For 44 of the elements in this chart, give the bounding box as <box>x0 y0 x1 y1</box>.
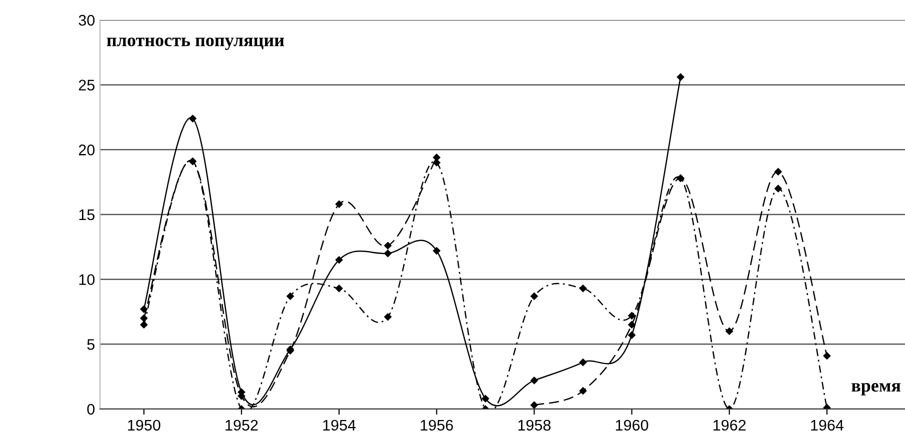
x-tick-label: 1958 <box>518 420 551 431</box>
y-tick-label: 25 <box>78 80 94 91</box>
point <box>482 394 490 402</box>
point <box>676 73 684 81</box>
point <box>579 387 587 394</box>
x-tick-label: 1964 <box>811 420 844 431</box>
y-axis-title: плотность популяции <box>106 38 284 50</box>
point <box>384 250 392 258</box>
point <box>774 168 782 176</box>
point <box>335 200 343 208</box>
y-tick-label: 30 <box>78 14 95 26</box>
x-tick-label: 1952 <box>226 420 258 431</box>
y-tick-label: 20 <box>78 144 95 156</box>
point <box>530 401 538 409</box>
point <box>579 284 587 292</box>
point <box>628 321 636 328</box>
point <box>140 321 148 328</box>
point <box>286 292 294 300</box>
x-tick-label: 1950 <box>128 420 160 431</box>
point <box>726 328 734 335</box>
x-tick-label: 1962 <box>714 420 746 431</box>
point <box>384 242 392 250</box>
point <box>335 284 343 292</box>
y-tick-label: 5 <box>87 339 94 350</box>
y-tick-label: 10 <box>79 274 95 286</box>
point <box>335 256 343 264</box>
point <box>530 376 538 384</box>
point <box>189 114 196 122</box>
point <box>628 331 636 339</box>
point <box>140 306 148 313</box>
point <box>140 314 148 322</box>
point <box>579 358 587 366</box>
point <box>823 352 831 360</box>
point <box>628 312 636 320</box>
y-tick-label: 15 <box>79 210 94 220</box>
point <box>774 184 782 192</box>
point <box>384 313 392 321</box>
point <box>530 292 538 300</box>
x-axis-title: время <box>852 383 900 396</box>
x-tick-label: 1956 <box>420 420 453 431</box>
x-tick-label: 1954 <box>323 420 356 431</box>
point <box>432 247 440 254</box>
y-tick-label: 0 <box>87 404 95 415</box>
x-tick-label: 1960 <box>616 420 648 431</box>
